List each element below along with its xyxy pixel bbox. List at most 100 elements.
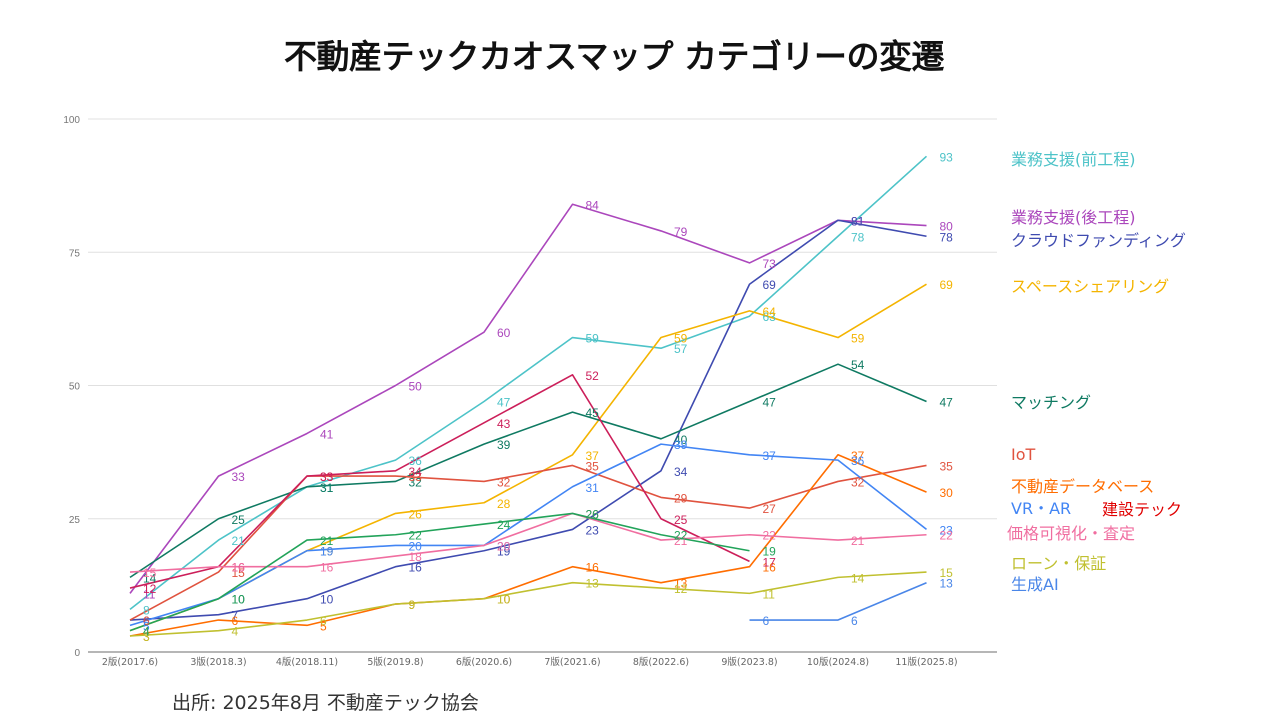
series-line [129, 512, 927, 573]
data-label: 15 [940, 566, 954, 580]
x-tick-label: 11版(2025.8) [895, 656, 957, 668]
series-line [129, 443, 927, 627]
data-label: 17 [763, 555, 777, 569]
data-label: 64 [763, 305, 777, 319]
series-line [129, 453, 927, 637]
legend-item-gen-ai: 生成AI [1011, 575, 1059, 594]
data-label: 31 [586, 481, 600, 495]
data-label: 21 [320, 534, 334, 548]
x-tick-label: 6版(2020.6) [456, 656, 512, 668]
series-lines [129, 155, 928, 637]
series-line [129, 464, 927, 621]
data-label: 26 [409, 507, 423, 521]
y-tick-label: 50 [69, 382, 81, 393]
grid-lines [88, 118, 997, 653]
data-label: 20 [409, 539, 423, 553]
data-label: 47 [763, 395, 777, 409]
x-tick-label: 3版(2018.3) [190, 656, 246, 668]
series-line [129, 512, 750, 632]
data-label: 16 [232, 561, 246, 575]
data-label: 93 [940, 150, 954, 164]
data-label: 14 [851, 571, 865, 585]
data-label: 32 [851, 475, 865, 489]
data-label: 10 [232, 593, 246, 607]
data-label: 28 [497, 497, 511, 511]
legend-item-iot: IoT [1011, 445, 1036, 464]
data-label: 16 [409, 561, 423, 575]
data-label: 10 [232, 593, 246, 607]
data-label: 27 [763, 502, 777, 516]
data-label: 9 [409, 598, 416, 612]
data-label: 81 [851, 214, 865, 228]
x-tick-label: 5版(2019.8) [367, 656, 423, 668]
x-axis-ticks: 2版(2017.6) 3版(2018.3) 4版(2018.11) 5版(2019.8… [102, 656, 958, 668]
data-label: 63 [763, 310, 777, 324]
x-tick-label: 8版(2022.6) [633, 656, 689, 668]
data-label: 37 [851, 449, 865, 463]
legend-item-space-sharing: スペースシェアリング [1011, 277, 1170, 296]
data-label: 33 [232, 470, 246, 484]
data-label: 31 [320, 481, 334, 495]
data-label: 80 [940, 220, 954, 234]
data-label: 16 [232, 561, 246, 575]
data-label: 34 [409, 465, 423, 479]
series-line [129, 155, 928, 610]
data-label: 84 [586, 198, 600, 212]
data-label: 78 [851, 230, 865, 244]
data-label: 26 [586, 507, 600, 521]
data-label: 8 [143, 603, 150, 617]
data-label: 10 [497, 593, 511, 607]
data-label: 4 [143, 625, 150, 639]
data-label: 13 [586, 577, 600, 591]
legend-item-construction: 建設テック [1102, 500, 1183, 519]
data-label: 59 [674, 332, 688, 346]
data-label: 32 [409, 475, 423, 489]
data-label: 79 [674, 225, 688, 239]
chart-title: 不動産テックカオスマップ カテゴリーの変遷 [284, 37, 945, 76]
source-note: 出所: 2025年8月 不動産テック協会 [172, 692, 479, 714]
data-label: 15 [232, 566, 246, 580]
legend-item-crowdfunding: クラウドファンディング [1011, 231, 1186, 250]
legend-item-database: 不動産データベース [1011, 477, 1155, 496]
data-label: 73 [763, 257, 777, 271]
data-label: 35 [586, 459, 600, 473]
data-label: 52 [586, 369, 600, 383]
legend-item-matching: マッチング [1011, 393, 1092, 412]
data-label: 22 [674, 529, 688, 543]
legend-item-gyomu-mae: 業務支援(前工程) [1011, 150, 1136, 169]
data-label: 33 [320, 470, 334, 484]
data-label: 19 [763, 545, 777, 559]
series-line [749, 581, 927, 621]
x-tick-label: 7版(2021.6) [544, 656, 600, 668]
data-label: 47 [497, 395, 511, 409]
data-label: 16 [586, 561, 600, 575]
data-label: 36 [851, 454, 865, 468]
data-label: 37 [763, 449, 777, 463]
data-label: 6 [232, 614, 239, 628]
data-label: 22 [409, 529, 423, 543]
data-label: 18 [409, 550, 423, 564]
series-line [129, 219, 927, 621]
data-label: 5 [143, 619, 150, 633]
y-tick-label: 75 [69, 248, 81, 259]
data-label: 36 [409, 454, 423, 468]
data-label: 50 [409, 380, 423, 394]
legend-item-gyomu-ato: 業務支援(後工程) [1011, 208, 1136, 227]
data-label: 15 [143, 566, 157, 580]
data-label: 45 [586, 406, 600, 420]
data-label: 39 [674, 438, 688, 452]
data-label: 39 [497, 438, 511, 452]
data-label: 6 [851, 614, 858, 628]
data-label: 13 [674, 577, 688, 591]
data-label: 47 [940, 395, 954, 409]
data-label: 4 [232, 625, 239, 639]
data-label: 21 [851, 534, 865, 548]
data-label: 14 [143, 571, 157, 585]
data-label: 23 [586, 523, 600, 537]
data-label: 10 [320, 593, 334, 607]
series-line [129, 571, 927, 637]
data-label: 16 [763, 561, 777, 575]
data-label: 19 [497, 545, 511, 559]
data-label: 59 [586, 332, 600, 346]
